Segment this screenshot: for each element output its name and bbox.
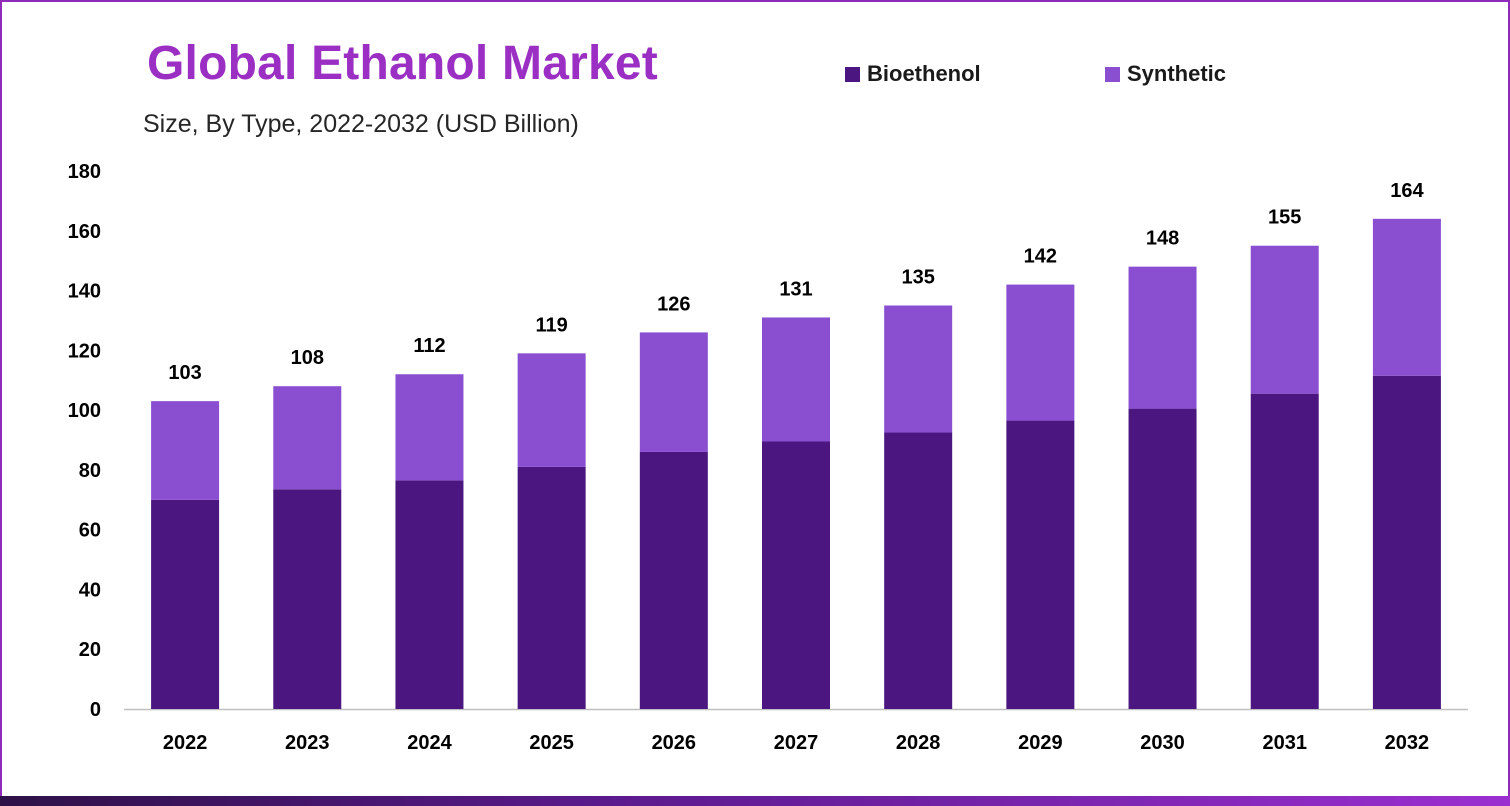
data-label-total: 126 — [657, 293, 690, 315]
bar-bioethenol-2023 — [273, 489, 342, 709]
x-tick-label: 2026 — [652, 732, 697, 754]
y-tick-label: 60 — [79, 520, 101, 542]
data-label-total: 135 — [901, 267, 934, 289]
bar-synthetic-2026 — [639, 332, 708, 452]
bar-bioethenol-2029 — [1006, 420, 1075, 709]
y-tick-label: 180 — [68, 161, 101, 183]
data-label-total: 164 — [1390, 180, 1424, 202]
bar-synthetic-2022 — [151, 401, 220, 500]
legend-swatch-synthetic — [1105, 66, 1120, 82]
x-tick-label: 2023 — [285, 732, 330, 754]
y-tick-label: 100 — [68, 400, 101, 422]
bar-bioethenol-2022 — [151, 499, 220, 709]
data-label-total: 155 — [1268, 207, 1301, 229]
legend-item-bioethenol: Bioethenol — [845, 61, 981, 87]
bar-bioethenol-2032 — [1372, 375, 1441, 709]
bar-synthetic-2029 — [1006, 284, 1075, 421]
x-tick-label: 2025 — [529, 732, 574, 754]
y-tick-label: 80 — [79, 460, 101, 482]
y-tick-label: 160 — [68, 221, 101, 243]
legend-swatch-bioethenol — [845, 66, 860, 82]
x-tick-label: 2024 — [407, 732, 452, 754]
y-tick-label: 140 — [68, 281, 101, 303]
x-tick-label: 2022 — [163, 732, 208, 754]
bar-synthetic-2027 — [762, 317, 830, 442]
x-tick-label: 2027 — [774, 732, 819, 754]
x-tick-label: 2030 — [1140, 732, 1185, 754]
bar-bioethenol-2030 — [1128, 408, 1197, 709]
data-label-total: 131 — [779, 278, 812, 300]
legend-label-bioethenol: Bioethenol — [867, 61, 981, 86]
y-tick-label: 120 — [68, 340, 101, 362]
bar-bioethenol-2028 — [884, 432, 953, 709]
data-label-total: 103 — [168, 362, 201, 384]
data-label-total: 112 — [413, 335, 445, 357]
bar-synthetic-2028 — [884, 305, 953, 433]
chart-subtitle: Size, By Type, 2022-2032 (USD Billion) — [143, 110, 579, 138]
x-tick-label: 2031 — [1262, 732, 1307, 754]
bar-bioethenol-2027 — [762, 441, 830, 709]
bar-synthetic-2024 — [395, 374, 464, 481]
data-label-total: 142 — [1024, 246, 1057, 268]
bar-synthetic-2023 — [273, 386, 342, 490]
bar-synthetic-2031 — [1250, 245, 1319, 394]
data-label-total: 119 — [536, 314, 568, 336]
x-tick-label: 2028 — [896, 732, 941, 754]
chart-title: Global Ethanol Market — [147, 37, 658, 90]
y-tick-label: 0 — [90, 699, 101, 721]
x-tick-label: 2029 — [1018, 732, 1063, 754]
legend-item-synthetic: Synthetic — [1105, 61, 1226, 87]
data-label-total: 148 — [1146, 228, 1179, 250]
bar-bioethenol-2026 — [639, 451, 708, 709]
bar-synthetic-2025 — [517, 353, 586, 467]
x-tick-label: 2032 — [1385, 732, 1430, 754]
bar-synthetic-2032 — [1372, 218, 1441, 376]
bar-bioethenol-2024 — [395, 480, 464, 709]
y-tick-label: 20 — [79, 639, 101, 661]
y-tick-label: 40 — [79, 579, 101, 601]
bottom-accent-band — [0, 796, 1510, 806]
legend-label-synthetic: Synthetic — [1127, 61, 1227, 86]
bar-bioethenol-2031 — [1250, 393, 1319, 709]
bar-synthetic-2030 — [1128, 266, 1197, 409]
data-label-total: 108 — [291, 347, 324, 369]
bar-bioethenol-2025 — [517, 466, 586, 709]
